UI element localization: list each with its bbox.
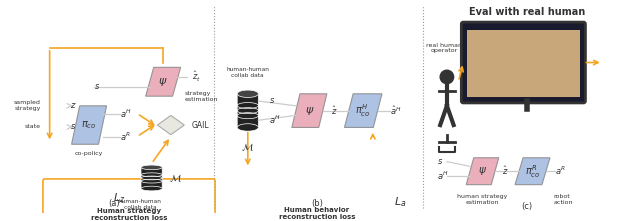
Text: $L_a$: $L_a$	[394, 195, 406, 209]
Text: $s$: $s$	[70, 122, 76, 131]
Polygon shape	[515, 158, 550, 185]
Text: Human behavior
reconstruction loss: Human behavior reconstruction loss	[279, 207, 355, 220]
Polygon shape	[292, 94, 327, 128]
Text: $a^H$: $a^H$	[269, 114, 281, 126]
Ellipse shape	[237, 124, 259, 131]
Text: $z$: $z$	[70, 101, 76, 110]
Text: $\psi$: $\psi$	[478, 165, 487, 177]
FancyBboxPatch shape	[141, 167, 162, 189]
Text: human-human
collab data: human-human collab data	[118, 200, 161, 210]
Text: $\mathcal{M}$: $\mathcal{M}$	[169, 172, 182, 184]
Text: Eval with real human: Eval with real human	[468, 7, 585, 17]
Text: $a^H$: $a^H$	[120, 107, 132, 120]
Polygon shape	[146, 67, 180, 96]
Polygon shape	[72, 106, 107, 144]
FancyBboxPatch shape	[467, 30, 580, 97]
Text: $a^R$: $a^R$	[120, 130, 131, 143]
Text: $s$: $s$	[94, 82, 100, 91]
Text: $a^H$: $a^H$	[437, 170, 449, 182]
Text: (c): (c)	[521, 202, 532, 211]
Text: robot
action: robot action	[554, 194, 573, 204]
Text: $\psi$: $\psi$	[158, 76, 168, 88]
Text: (a): (a)	[108, 199, 120, 208]
Text: $\hat{z}_t$: $\hat{z}_t$	[192, 70, 201, 84]
Text: human strategy
estimation: human strategy estimation	[458, 194, 508, 204]
Text: real human
operator: real human operator	[426, 43, 462, 53]
Ellipse shape	[237, 90, 259, 97]
FancyBboxPatch shape	[237, 94, 259, 128]
Circle shape	[440, 70, 454, 84]
Text: $\pi^R_{co}$: $\pi^R_{co}$	[525, 163, 540, 180]
Text: GAIL: GAIL	[192, 120, 210, 130]
Text: $\pi_{co}$: $\pi_{co}$	[81, 119, 97, 131]
Text: $\psi$: $\psi$	[305, 105, 314, 117]
Text: $\hat{z}$: $\hat{z}$	[502, 165, 508, 177]
Text: $L_z$: $L_z$	[113, 191, 125, 205]
Text: $\hat{z}$: $\hat{z}$	[330, 104, 337, 117]
Text: $\mathcal{M}$: $\mathcal{M}$	[241, 141, 254, 153]
Text: $\hat{a}^H$: $\hat{a}^H$	[390, 104, 402, 117]
Text: co-policy: co-policy	[75, 151, 103, 156]
Text: human-human
collab data: human-human collab data	[227, 67, 269, 78]
Polygon shape	[157, 115, 184, 135]
FancyBboxPatch shape	[461, 22, 586, 103]
Text: Human strategy
reconstruction loss: Human strategy reconstruction loss	[91, 208, 167, 221]
Text: state: state	[25, 124, 41, 130]
Polygon shape	[344, 94, 382, 128]
Polygon shape	[466, 158, 499, 185]
Text: $s$: $s$	[269, 97, 275, 105]
Text: $s$: $s$	[437, 157, 444, 166]
Text: sampled
strategy: sampled strategy	[14, 100, 41, 111]
Text: $a^R$: $a^R$	[555, 165, 566, 177]
Text: $\pi^H_{co}$: $\pi^H_{co}$	[355, 102, 371, 119]
Ellipse shape	[141, 165, 162, 170]
Ellipse shape	[141, 186, 162, 191]
Text: (b): (b)	[311, 199, 323, 208]
Text: strategy
estimation: strategy estimation	[184, 91, 218, 102]
